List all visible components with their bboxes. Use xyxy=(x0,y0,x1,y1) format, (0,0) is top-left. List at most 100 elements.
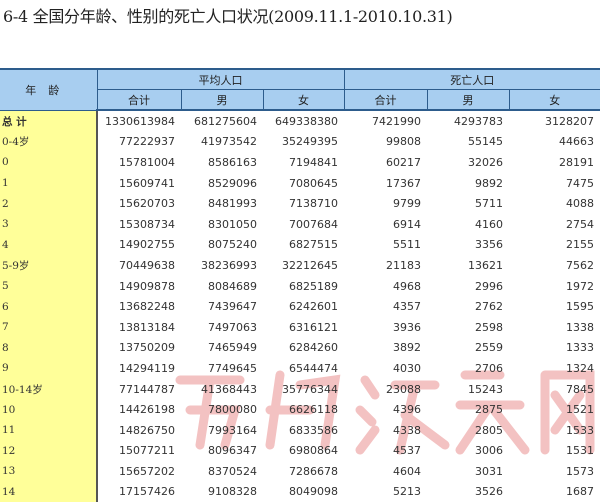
table-row: 10 14426198 7800080 6626118 4396 2875 1521 xyxy=(0,399,600,420)
value-cell: 6284260 xyxy=(289,341,338,355)
mortality-table: 年龄 平均人口 死亡人口 合计 男 女 合计 男 女 总 计 1330613984… xyxy=(0,68,600,502)
age-cell: 14 xyxy=(0,481,98,502)
value-cell: 13621 xyxy=(468,258,503,272)
value-cell: 41973542 xyxy=(201,135,257,149)
value-cell: 3892 xyxy=(393,341,421,355)
age-cell: 0-4岁 xyxy=(0,131,98,153)
age-cell: 11 xyxy=(0,419,98,441)
page-title: 6-4 全国分年龄、性别的死亡人口状况(2009.11.1-2010.10.31… xyxy=(3,7,453,26)
age-cell: 2 xyxy=(0,193,98,214)
deaths-header: 死亡人口 xyxy=(343,68,600,90)
value-cell: 41368443 xyxy=(201,382,257,396)
value-cell: 1573 xyxy=(566,464,595,478)
value-cell: 17367 xyxy=(386,176,421,190)
age-cell: 5-9岁 xyxy=(0,255,98,276)
value-cell: 1687 xyxy=(566,485,595,499)
age-cell: 1 xyxy=(0,172,98,194)
value-cell: 2875 xyxy=(475,403,503,417)
value-cell: 7800080 xyxy=(208,403,257,417)
value-cell: 13813184 xyxy=(119,320,175,334)
table-row: 11 14826750 7993164 6833586 4338 2805 1533 xyxy=(0,419,600,441)
table-row: 0 15781004 8586163 7194841 60217 32026 28191 xyxy=(0,152,600,173)
value-cell: 38236993 xyxy=(201,258,257,272)
age-cell: 12 xyxy=(0,440,98,462)
value-cell: 14294119 xyxy=(119,361,175,375)
value-cell: 7007684 xyxy=(289,217,338,231)
value-cell: 7475 xyxy=(566,176,595,190)
table-row: 13 15657202 8370524 7286678 4604 3031 1573 xyxy=(0,461,600,482)
table-row: 14 17157426 9108328 8049098 5213 3526 1687 xyxy=(0,481,600,502)
age-cell: 0 xyxy=(0,152,98,173)
value-cell: 8084689 xyxy=(208,279,257,293)
value-cell: 4537 xyxy=(393,444,421,458)
value-cell: 1972 xyxy=(566,279,595,293)
value-cell: 6626118 xyxy=(289,403,338,417)
value-cell: 3128207 xyxy=(545,114,595,128)
value-cell: 8370524 xyxy=(208,464,257,478)
value-cell: 5511 xyxy=(393,238,421,252)
value-cell: 5711 xyxy=(475,197,503,211)
age-cell: 5 xyxy=(0,275,98,297)
value-cell: 28191 xyxy=(559,155,595,169)
value-cell: 13682248 xyxy=(119,300,175,314)
table-row: 9 14294119 7749645 6544474 4030 2706 1324 xyxy=(0,358,600,379)
value-cell: 1330613984 xyxy=(105,114,175,128)
value-cell: 8301050 xyxy=(208,217,257,231)
table-row: 2 15620703 8481993 7138710 9799 5711 4088 xyxy=(0,193,600,214)
value-cell: 1324 xyxy=(566,361,595,375)
value-cell: 6242601 xyxy=(289,300,338,314)
value-cell: 2762 xyxy=(475,300,503,314)
value-cell: 99808 xyxy=(386,135,421,149)
age-cell: 10 xyxy=(0,399,98,420)
col-header: 合计 xyxy=(343,89,427,111)
value-cell: 4396 xyxy=(393,403,421,417)
table-row: 3 15308734 8301050 7007684 6914 4160 2754 xyxy=(0,213,600,235)
value-cell: 8075240 xyxy=(208,238,257,252)
value-cell: 2598 xyxy=(475,320,503,334)
table-row: 0-4岁 77222937 41973542 35249395 99808 55145 44… xyxy=(0,131,600,153)
table-row: 4 14902755 8075240 6827515 5511 3356 2155 xyxy=(0,234,600,256)
value-cell: 7439647 xyxy=(208,300,257,314)
value-cell: 8481993 xyxy=(208,197,257,211)
value-cell: 2754 xyxy=(566,217,595,231)
table-row: 5 14909878 8084689 6825189 4968 2996 1972 xyxy=(0,275,600,297)
value-cell: 7286678 xyxy=(289,464,338,478)
value-cell: 35776344 xyxy=(282,382,338,396)
value-cell: 4030 xyxy=(393,361,421,375)
value-cell: 3356 xyxy=(475,238,503,252)
value-cell: 6827515 xyxy=(289,238,338,252)
value-cell: 44663 xyxy=(559,135,595,149)
age-cell: 8 xyxy=(0,337,98,359)
value-cell: 1338 xyxy=(566,320,595,334)
value-cell: 7562 xyxy=(566,258,595,272)
value-cell: 7845 xyxy=(566,382,595,396)
value-cell: 1521 xyxy=(566,403,595,417)
value-cell: 8529096 xyxy=(208,176,257,190)
age-cell: 9 xyxy=(0,358,98,379)
value-cell: 23088 xyxy=(386,382,421,396)
value-cell: 3006 xyxy=(475,444,503,458)
value-cell: 32026 xyxy=(468,155,503,169)
value-cell: 7194841 xyxy=(289,155,338,169)
value-cell: 32212645 xyxy=(282,258,338,272)
table-row: 10-14岁 77144787 41368443 35776344 23088 15243… xyxy=(0,378,600,400)
value-cell: 6914 xyxy=(393,217,421,231)
table-row: 5-9岁 70449638 38236993 32212645 21183 13621 75… xyxy=(0,255,600,276)
value-cell: 3936 xyxy=(393,320,421,334)
value-cell: 1595 xyxy=(566,300,595,314)
value-cell: 9892 xyxy=(475,176,503,190)
value-cell: 60217 xyxy=(386,155,421,169)
age-header: 年龄 xyxy=(0,68,97,111)
value-cell: 15077211 xyxy=(119,444,175,458)
value-cell: 8096347 xyxy=(208,444,257,458)
value-cell: 5213 xyxy=(393,485,421,499)
value-cell: 4357 xyxy=(393,300,421,314)
value-cell: 15657202 xyxy=(119,464,175,478)
age-cell: 10-14岁 xyxy=(0,378,98,400)
value-cell: 3031 xyxy=(475,464,503,478)
table-row: 12 15077211 8096347 6980864 4537 3006 1531 xyxy=(0,440,600,462)
value-cell: 15781004 xyxy=(119,155,175,169)
value-cell: 14826750 xyxy=(119,423,175,437)
value-cell: 2706 xyxy=(475,361,503,375)
col-header: 合计 xyxy=(96,89,181,111)
